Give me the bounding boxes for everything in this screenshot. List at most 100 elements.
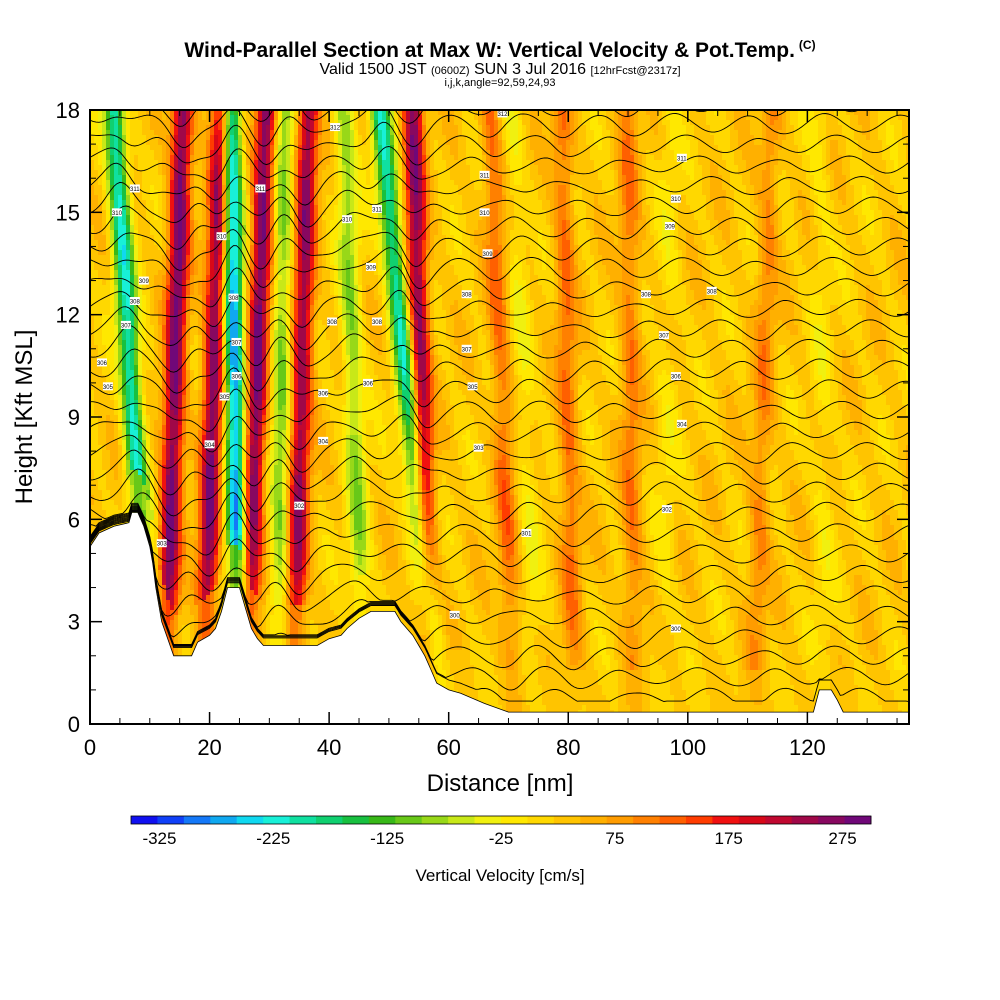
field-cell [366,175,371,181]
field-cell [642,215,647,221]
field-cell [466,160,483,166]
field-cell [206,245,211,251]
field-cell [594,255,603,261]
field-cell [482,165,487,171]
field-cell [466,230,475,236]
field-cell [270,165,275,171]
field-cell [274,170,279,176]
field-cell [558,230,563,236]
field-cell [626,200,635,206]
field-cell [814,190,827,196]
field-cell [294,265,299,271]
field-cell [354,280,359,286]
field-cell [158,160,163,166]
field-cell [286,265,291,271]
field-cell [322,285,331,291]
field-cell [266,215,271,221]
field-cell [318,270,323,276]
field-cell [182,120,187,126]
field-cell [370,120,375,126]
field-cell [338,180,343,186]
field-cell [534,185,547,191]
field-cell [354,290,359,296]
field-cell [234,165,239,171]
field-cell [666,275,679,281]
field-cell [482,150,487,156]
field-cell [178,135,187,141]
field-cell [810,165,823,171]
field-cell [122,130,127,136]
field-cell [90,270,99,276]
field-cell [246,275,251,281]
field-cell [130,200,135,206]
field-cell [482,245,487,251]
field-cell [398,290,403,296]
field-cell [186,120,191,126]
field-cell [354,205,359,211]
field-cell [362,285,367,291]
field-cell [690,155,699,161]
field-cell [398,210,403,216]
field-cell [762,120,767,126]
field-cell [278,115,283,121]
field-cell [678,210,695,216]
field-cell [170,300,175,306]
field-cell [338,240,343,246]
field-cell [314,225,319,231]
field-cell [138,250,143,256]
field-cell [206,240,211,246]
field-cell [174,285,183,291]
field-cell [766,135,779,141]
field-cell [742,260,759,266]
field-cell [634,145,639,151]
field-cell [578,135,587,141]
field-cell [222,200,227,206]
field-cell [886,125,895,131]
field-cell [378,290,383,296]
field-cell [378,215,383,221]
field-cell [682,110,691,116]
field-cell [498,240,503,246]
field-cell [418,225,423,231]
field-cell [750,240,759,246]
field-cell [258,160,263,166]
field-cell [818,230,823,236]
field-cell [562,295,567,301]
field-cell [550,230,555,236]
field-cell [782,170,787,176]
field-cell [314,300,319,306]
field-cell [738,230,747,236]
field-cell [310,220,315,226]
field-cell [202,225,207,231]
field-cell [234,270,239,276]
field-cell [98,110,103,116]
field-cell [322,280,331,286]
field-cell [258,150,263,156]
field-cell [174,280,183,286]
field-cell [262,125,267,131]
field-cell [766,140,775,146]
field-cell [598,250,623,256]
field-cell [254,295,259,301]
field-cell [714,110,719,116]
field-cell [446,240,455,246]
field-cell [194,190,203,196]
field-cell [174,155,179,161]
field-cell [394,135,399,141]
field-cell [502,120,507,126]
field-cell [650,225,655,231]
field-cell [234,170,239,176]
field-cell [642,200,647,206]
field-cell [226,160,231,166]
field-cell [270,160,275,166]
field-cell [362,240,375,246]
field-cell [94,165,103,171]
field-cell [610,130,615,136]
field-cell [334,155,339,161]
field-cell [474,180,483,186]
field-cell [722,230,731,236]
field-cell [266,225,271,231]
field-cell [322,255,327,261]
field-cell [266,250,271,256]
field-cell [486,185,491,191]
